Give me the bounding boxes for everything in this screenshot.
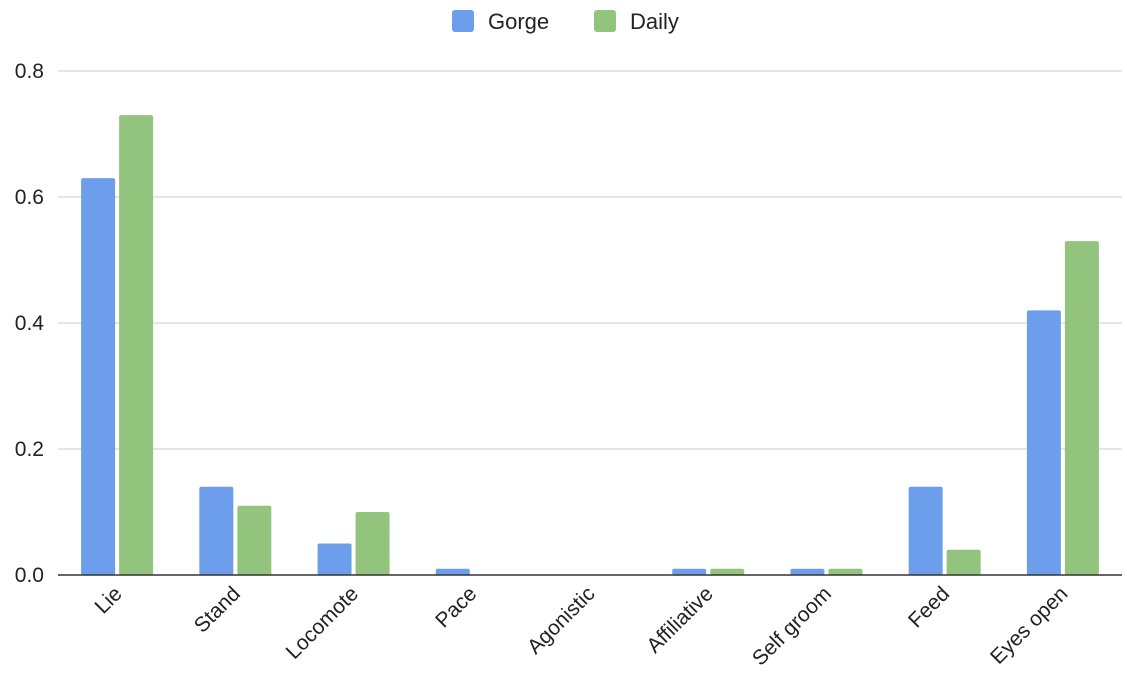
legend-swatch-daily bbox=[594, 10, 616, 32]
x-tick-label: Feed bbox=[904, 582, 954, 632]
legend-label-gorge: Gorge bbox=[488, 9, 549, 34]
bar-daily-affiliative bbox=[710, 568, 745, 575]
bar-daily-lie bbox=[119, 115, 154, 575]
y-tick-label: 0.0 bbox=[15, 564, 44, 587]
legend: Gorge Daily bbox=[452, 9, 679, 34]
x-tick-label: Lie bbox=[91, 582, 127, 618]
x-tick-label: Agonistic bbox=[523, 582, 600, 659]
bar-daily-eyes-open bbox=[1064, 241, 1099, 575]
x-tick-label: Stand bbox=[190, 582, 245, 637]
x-tick-label: Eyes open bbox=[986, 582, 1072, 668]
bar-gorge-feed bbox=[908, 486, 943, 575]
x-axis-labels: Lie Stand Locomote Pace Agonistic Affiliative… bbox=[91, 582, 1073, 670]
bar-gorge-locomote bbox=[317, 543, 352, 575]
bar-gorge-eyes-open bbox=[1026, 310, 1061, 575]
bar-gorge-stand bbox=[199, 486, 234, 575]
bar-daily-feed bbox=[946, 549, 981, 575]
bars bbox=[81, 115, 1099, 575]
y-axis-ticks: 0.0 0.2 0.4 0.6 0.8 bbox=[15, 60, 45, 587]
bar-daily-locomote bbox=[355, 512, 390, 575]
bar-daily-self-groom bbox=[828, 568, 863, 575]
x-tick-label: Affiliative bbox=[642, 582, 717, 657]
legend-label-daily: Daily bbox=[630, 9, 679, 34]
bar-gorge-self-groom bbox=[790, 568, 825, 575]
bar-gorge-pace bbox=[435, 568, 470, 575]
y-tick-label: 0.2 bbox=[15, 438, 44, 461]
legend-swatch-gorge bbox=[452, 10, 474, 32]
bar-daily-stand bbox=[237, 505, 272, 575]
bar-gorge-lie bbox=[81, 178, 116, 575]
y-tick-label: 0.4 bbox=[15, 312, 45, 335]
y-tick-label: 0.8 bbox=[15, 60, 44, 83]
gridlines bbox=[58, 70, 1122, 450]
bar-gorge-affiliative bbox=[672, 568, 707, 575]
x-tick-label: Pace bbox=[431, 582, 481, 632]
x-tick-label: Self groom bbox=[748, 582, 836, 670]
x-tick-label: Locomote bbox=[282, 582, 363, 663]
y-tick-label: 0.6 bbox=[15, 186, 44, 209]
